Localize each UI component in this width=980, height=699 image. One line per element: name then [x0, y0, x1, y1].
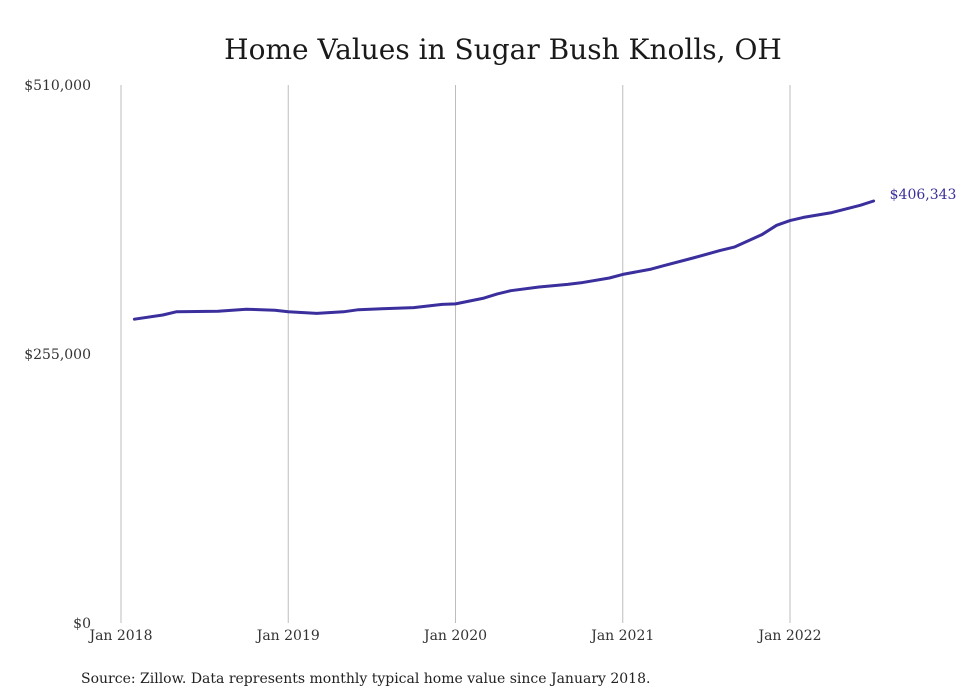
- data-point: [315, 312, 318, 315]
- data-point: [859, 204, 862, 207]
- data-point: [440, 303, 444, 306]
- y-axis-ticks: $0 $255,000 $510,000: [24, 78, 91, 632]
- data-point: [496, 292, 499, 296]
- data-point: [566, 283, 569, 286]
- data-point: [287, 310, 290, 314]
- data-point: [245, 307, 248, 311]
- x-tick-label: Jan 2019: [255, 628, 320, 644]
- x-tick-label: Jan 2021: [589, 628, 654, 644]
- data-point: [357, 308, 360, 311]
- data-point: [691, 256, 695, 260]
- data-point: [621, 273, 624, 276]
- data-point: [454, 302, 457, 306]
- data-point: [872, 199, 875, 203]
- data-point: [509, 289, 512, 292]
- gridlines: [120, 85, 791, 623]
- data-point: [775, 224, 778, 227]
- y-tick-label: $255,000: [24, 347, 91, 363]
- data-point: [760, 233, 763, 236]
- data-point: [273, 309, 277, 312]
- data-point: [216, 310, 220, 313]
- source-note: Source: Zillow. Data represents monthly …: [81, 671, 650, 687]
- data-point: [579, 281, 583, 284]
- data-point: [733, 245, 737, 249]
- data-point: [788, 219, 792, 222]
- series-line: [132, 199, 876, 321]
- data-point: [537, 285, 541, 289]
- series-lines: $406,343: [132, 187, 957, 321]
- data-point: [342, 310, 345, 314]
- y-tick-label: $0: [73, 616, 91, 632]
- chart-title: Home Values in Sugar Bush Knolls, OH: [224, 33, 782, 66]
- data-point: [718, 249, 721, 252]
- x-tick-label: Jan 2022: [756, 628, 821, 644]
- data-point: [174, 310, 178, 314]
- data-point: [663, 264, 666, 267]
- x-tick-label: Jan 2018: [87, 628, 152, 644]
- data-point: [161, 313, 165, 317]
- x-axis-ticks: Jan 2018 Jan 2019 Jan 2020 Jan 2021 Jan 2022: [87, 628, 821, 644]
- data-point: [384, 307, 387, 310]
- data-point: [649, 267, 653, 271]
- data-point: [133, 317, 136, 321]
- x-tick-label: Jan 2020: [422, 628, 487, 644]
- data-point: [608, 276, 611, 280]
- data-point: [802, 216, 805, 219]
- y-tick-label: $510,000: [24, 78, 91, 94]
- data-point: [412, 306, 415, 309]
- end-value-label: $406,343: [890, 187, 957, 203]
- data-point: [830, 211, 834, 214]
- data-point: [482, 296, 486, 300]
